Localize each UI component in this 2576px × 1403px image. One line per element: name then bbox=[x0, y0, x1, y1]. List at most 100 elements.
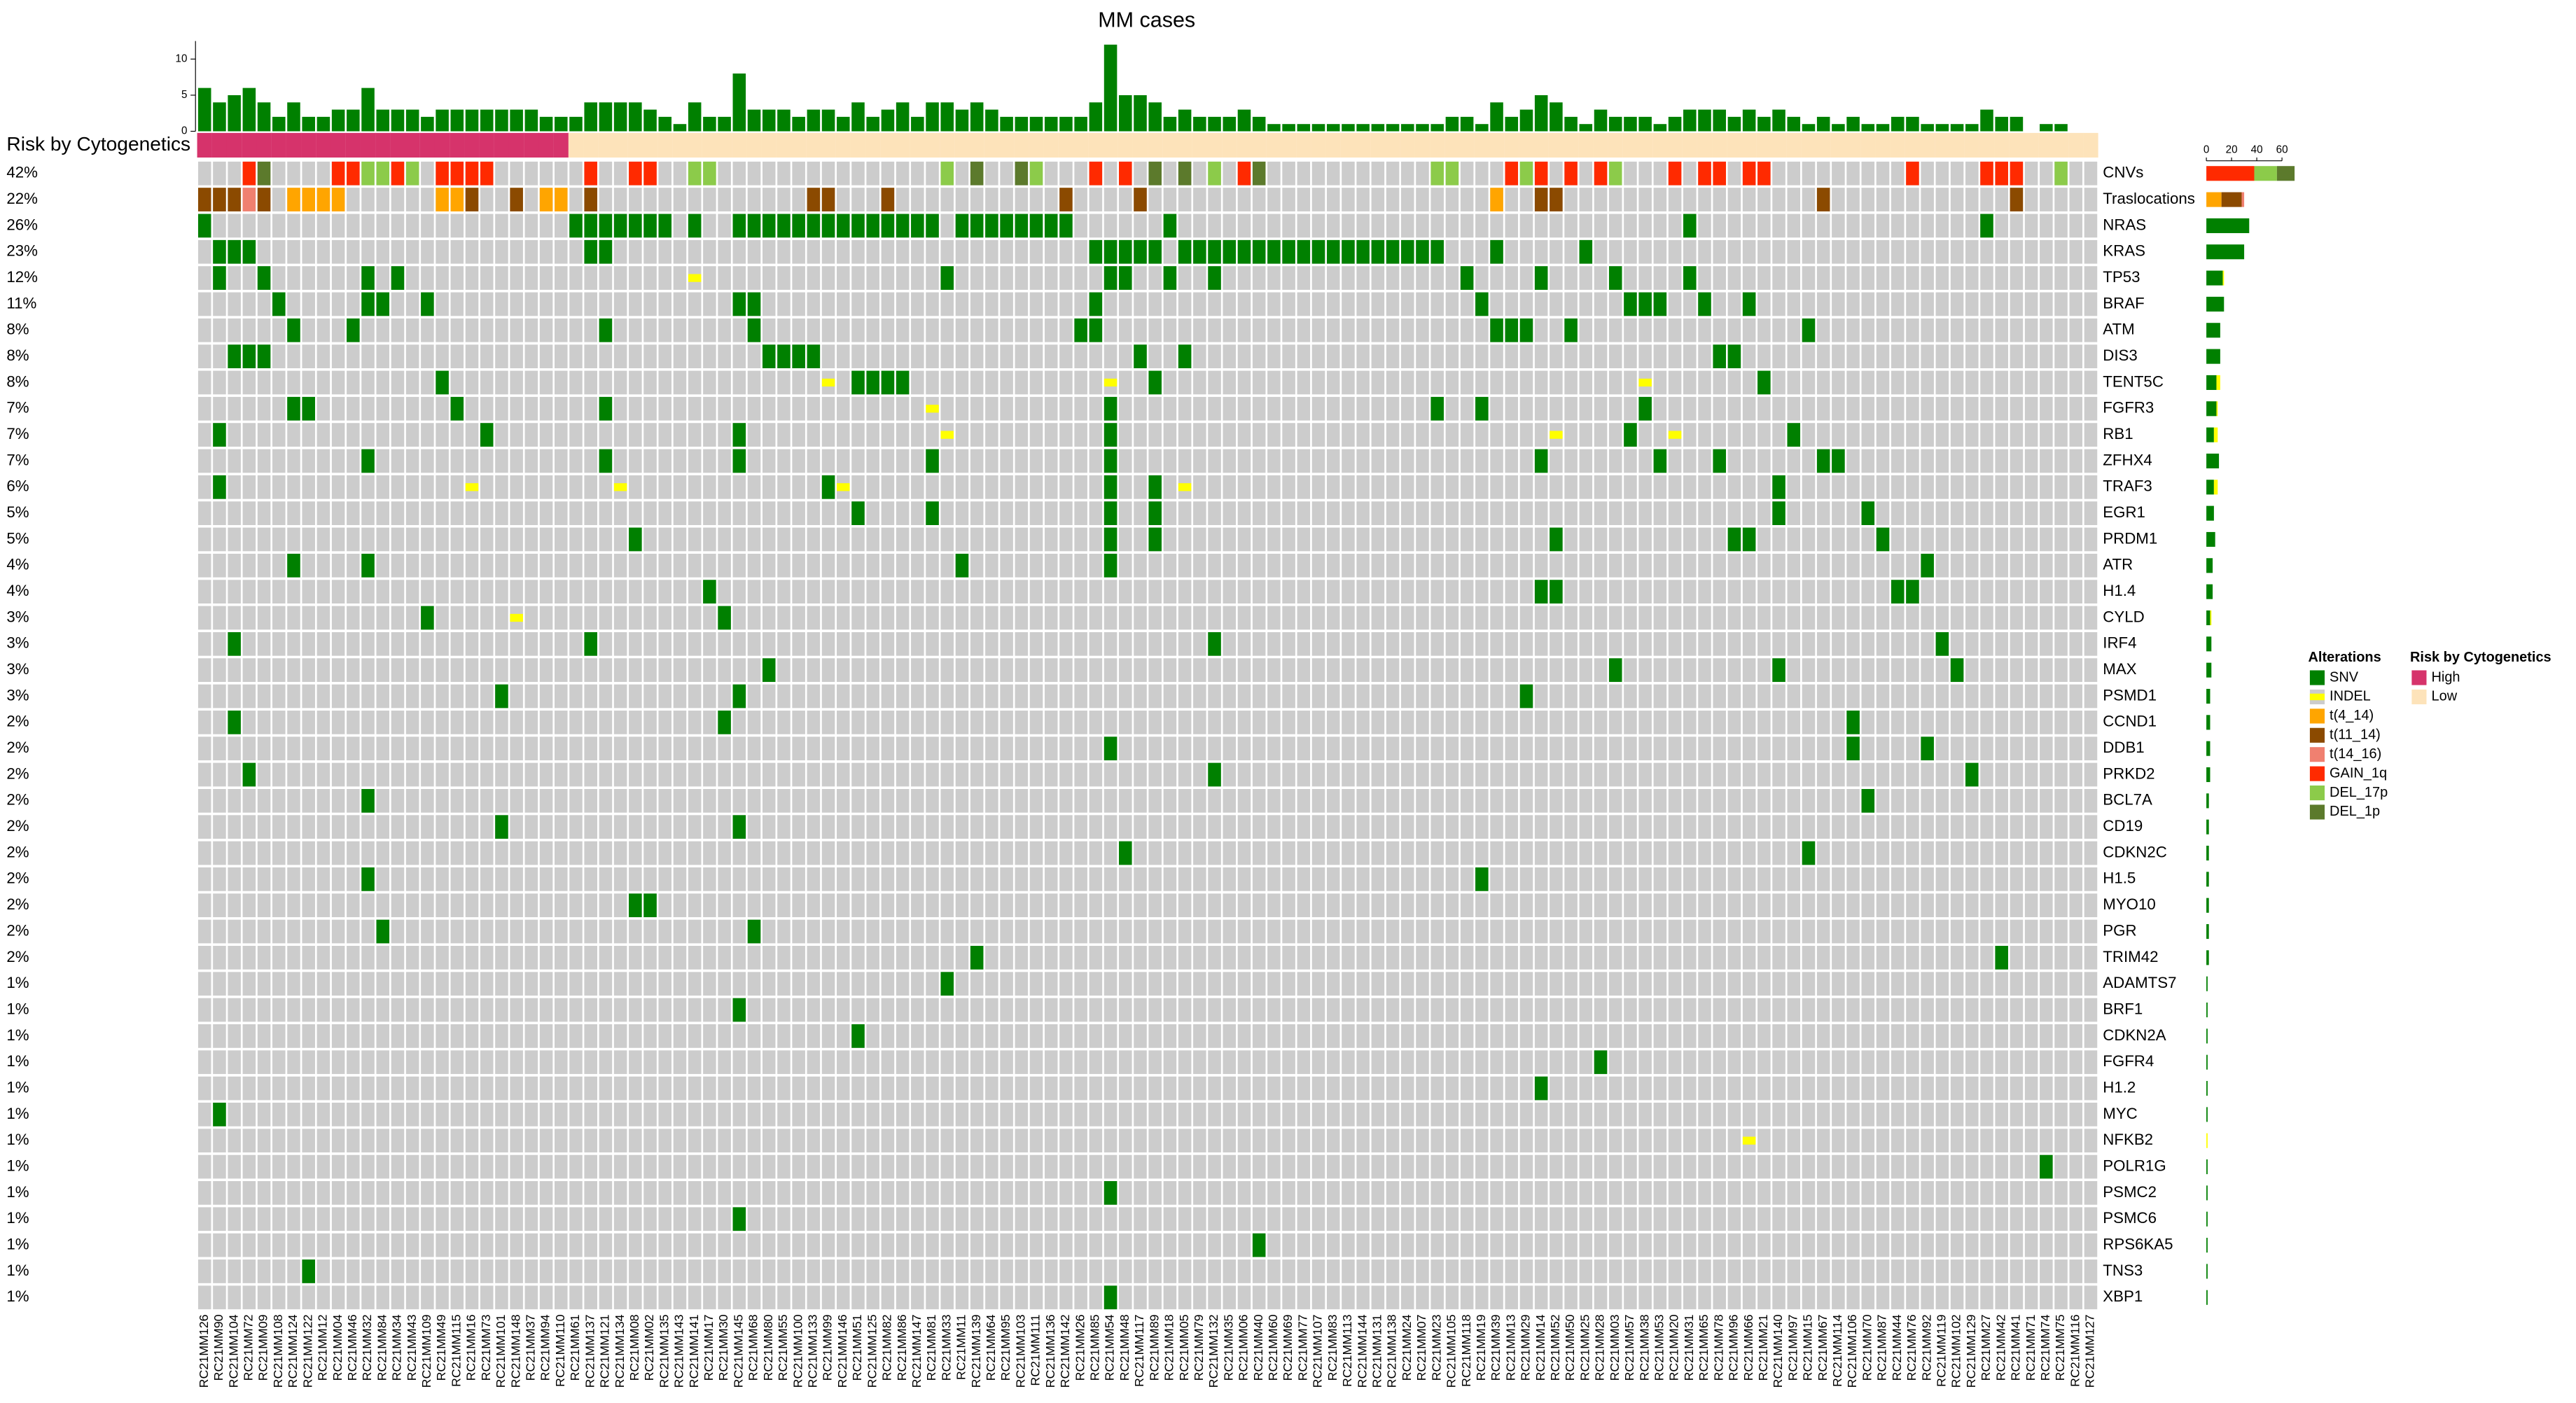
cell bbox=[1683, 946, 1697, 970]
alteration bbox=[1134, 239, 1147, 264]
sample-bar bbox=[1445, 116, 1459, 132]
cell bbox=[450, 815, 464, 839]
gene-label: PRKD2 bbox=[2103, 765, 2154, 782]
cell bbox=[955, 449, 969, 473]
alteration bbox=[1846, 710, 1860, 734]
cell bbox=[1237, 998, 1251, 1022]
alteration bbox=[1861, 501, 1875, 526]
cell bbox=[673, 423, 687, 447]
cell bbox=[1044, 318, 1058, 342]
cell bbox=[584, 606, 597, 630]
alteration bbox=[807, 214, 821, 238]
cell bbox=[1416, 631, 1429, 656]
cell bbox=[1356, 631, 1370, 656]
cell bbox=[1727, 475, 1741, 499]
cell bbox=[1935, 161, 1949, 186]
cell bbox=[197, 239, 211, 264]
cell bbox=[1163, 370, 1177, 395]
cell bbox=[703, 396, 716, 421]
cell bbox=[495, 475, 508, 499]
cell bbox=[747, 1024, 761, 1048]
cell bbox=[1787, 344, 1801, 368]
cell bbox=[1965, 396, 1979, 421]
cell bbox=[1608, 239, 1622, 264]
cell bbox=[1134, 815, 1147, 839]
sample-bar bbox=[688, 102, 702, 132]
cell bbox=[1519, 841, 1533, 865]
cell bbox=[970, 396, 984, 421]
sample-bar bbox=[718, 116, 731, 132]
cell bbox=[421, 737, 434, 761]
cell bbox=[1163, 188, 1177, 211]
cell bbox=[257, 553, 271, 578]
cell bbox=[376, 606, 390, 630]
cell bbox=[2069, 449, 2083, 473]
cell bbox=[1757, 475, 1771, 499]
cell bbox=[1326, 710, 1340, 734]
cell bbox=[1653, 344, 1667, 368]
cell bbox=[1713, 606, 1726, 630]
cell bbox=[1208, 449, 1221, 473]
cell bbox=[1015, 292, 1029, 316]
cell bbox=[1683, 1024, 1697, 1048]
row-percent: 7% bbox=[6, 425, 29, 442]
cell bbox=[673, 737, 687, 761]
cell bbox=[1550, 946, 1563, 970]
cell bbox=[1490, 737, 1503, 761]
cell bbox=[1921, 449, 1934, 473]
cell bbox=[495, 292, 508, 316]
cell bbox=[1311, 423, 1325, 447]
cell bbox=[1119, 658, 1132, 683]
cell bbox=[1505, 396, 1519, 421]
cell bbox=[405, 972, 419, 996]
cell bbox=[1342, 788, 1355, 813]
alteration bbox=[569, 214, 583, 238]
cell bbox=[436, 788, 449, 813]
cell bbox=[257, 475, 271, 499]
cell bbox=[2024, 658, 2038, 683]
sample-bar bbox=[599, 102, 613, 132]
cell bbox=[1550, 737, 1563, 761]
cell bbox=[1861, 214, 1875, 238]
cell bbox=[926, 292, 939, 316]
cell bbox=[555, 344, 568, 368]
cell bbox=[1297, 1024, 1311, 1048]
cell bbox=[1876, 580, 1890, 604]
cell bbox=[272, 737, 286, 761]
cell bbox=[257, 788, 271, 813]
cell bbox=[197, 1024, 211, 1048]
cell bbox=[1638, 553, 1652, 578]
cell bbox=[1564, 344, 1578, 368]
cell bbox=[272, 449, 286, 473]
cell bbox=[1802, 396, 1816, 421]
cell bbox=[1624, 815, 1637, 839]
cell bbox=[1564, 475, 1578, 499]
cell bbox=[495, 606, 508, 630]
cell bbox=[1430, 475, 1444, 499]
cell bbox=[985, 946, 998, 970]
cell bbox=[1638, 188, 1652, 211]
cell bbox=[480, 580, 494, 604]
cell bbox=[1148, 972, 1162, 996]
cell bbox=[257, 214, 271, 238]
cell bbox=[1490, 684, 1503, 709]
cell bbox=[1653, 815, 1667, 839]
cell bbox=[851, 266, 865, 290]
sample-bar bbox=[539, 116, 553, 132]
cell bbox=[1787, 161, 1801, 186]
cell bbox=[2069, 710, 2083, 734]
alteration bbox=[1208, 161, 1221, 186]
cell bbox=[985, 580, 998, 604]
cell bbox=[1816, 161, 1830, 186]
cell bbox=[1534, 239, 1548, 264]
cell bbox=[302, 998, 315, 1022]
cell bbox=[1282, 788, 1295, 813]
cell bbox=[1297, 658, 1311, 683]
cell bbox=[881, 475, 895, 499]
cell bbox=[1861, 239, 1875, 264]
cell bbox=[2040, 318, 2053, 342]
cell bbox=[673, 370, 687, 395]
cell bbox=[257, 946, 271, 970]
cell bbox=[242, 815, 256, 839]
cell bbox=[569, 239, 583, 264]
